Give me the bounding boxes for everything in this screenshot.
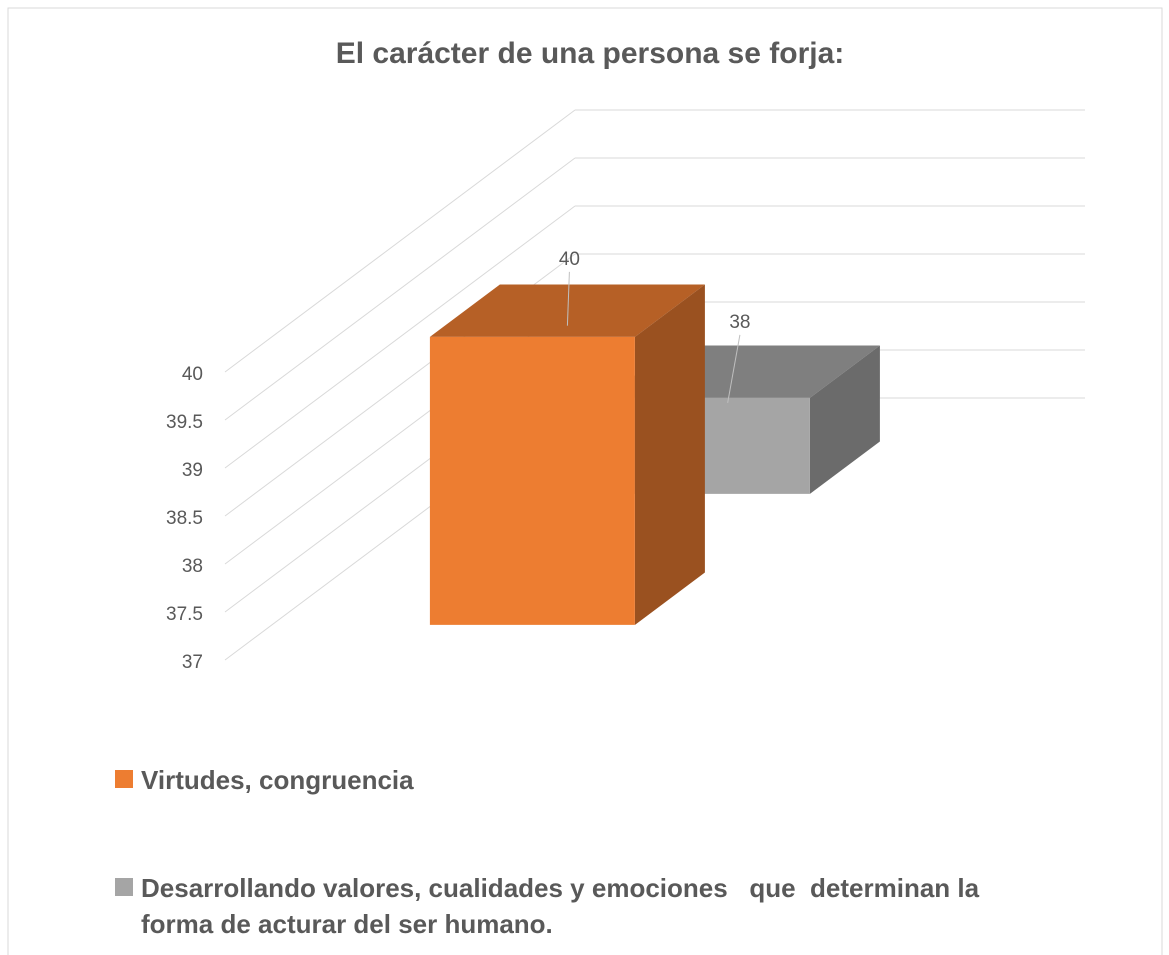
leader-line xyxy=(566,271,570,326)
bar-side xyxy=(809,345,880,494)
legend-item: Desarrollando valores, cualidades y emoc… xyxy=(115,870,1046,942)
chart-border xyxy=(7,7,1163,955)
data-label: 38 xyxy=(729,312,750,333)
y-tick-label: 39.5 xyxy=(166,412,203,433)
leader-line xyxy=(727,334,741,403)
bar-top xyxy=(429,284,705,337)
legend-label: Virtudes, congruencia xyxy=(141,765,414,795)
grid-line xyxy=(224,157,576,421)
legend-swatch xyxy=(115,878,133,896)
grid-line xyxy=(224,205,576,469)
y-tick-label: 38 xyxy=(182,556,203,577)
y-tick-label: 38.5 xyxy=(166,508,203,529)
y-tick-label: 37 xyxy=(182,652,203,673)
y-tick-label: 39 xyxy=(182,460,203,481)
bar xyxy=(429,336,635,625)
plot: 37 37.5 38 38.5 39 39.5 40 38 40 xyxy=(166,109,1085,673)
legend-label: Desarrollando valores, cualidades y emoc… xyxy=(141,873,987,939)
y-tick-label: 40 xyxy=(182,364,203,385)
data-label: 40 xyxy=(559,249,580,270)
grid-line xyxy=(224,109,576,373)
bar-side xyxy=(634,284,705,625)
legend-swatch xyxy=(115,770,133,788)
chart-title: El carácter de una persona se forja: xyxy=(336,37,845,70)
y-tick-label: 37.5 xyxy=(166,604,203,625)
legend-item: Virtudes, congruencia xyxy=(115,762,1046,798)
